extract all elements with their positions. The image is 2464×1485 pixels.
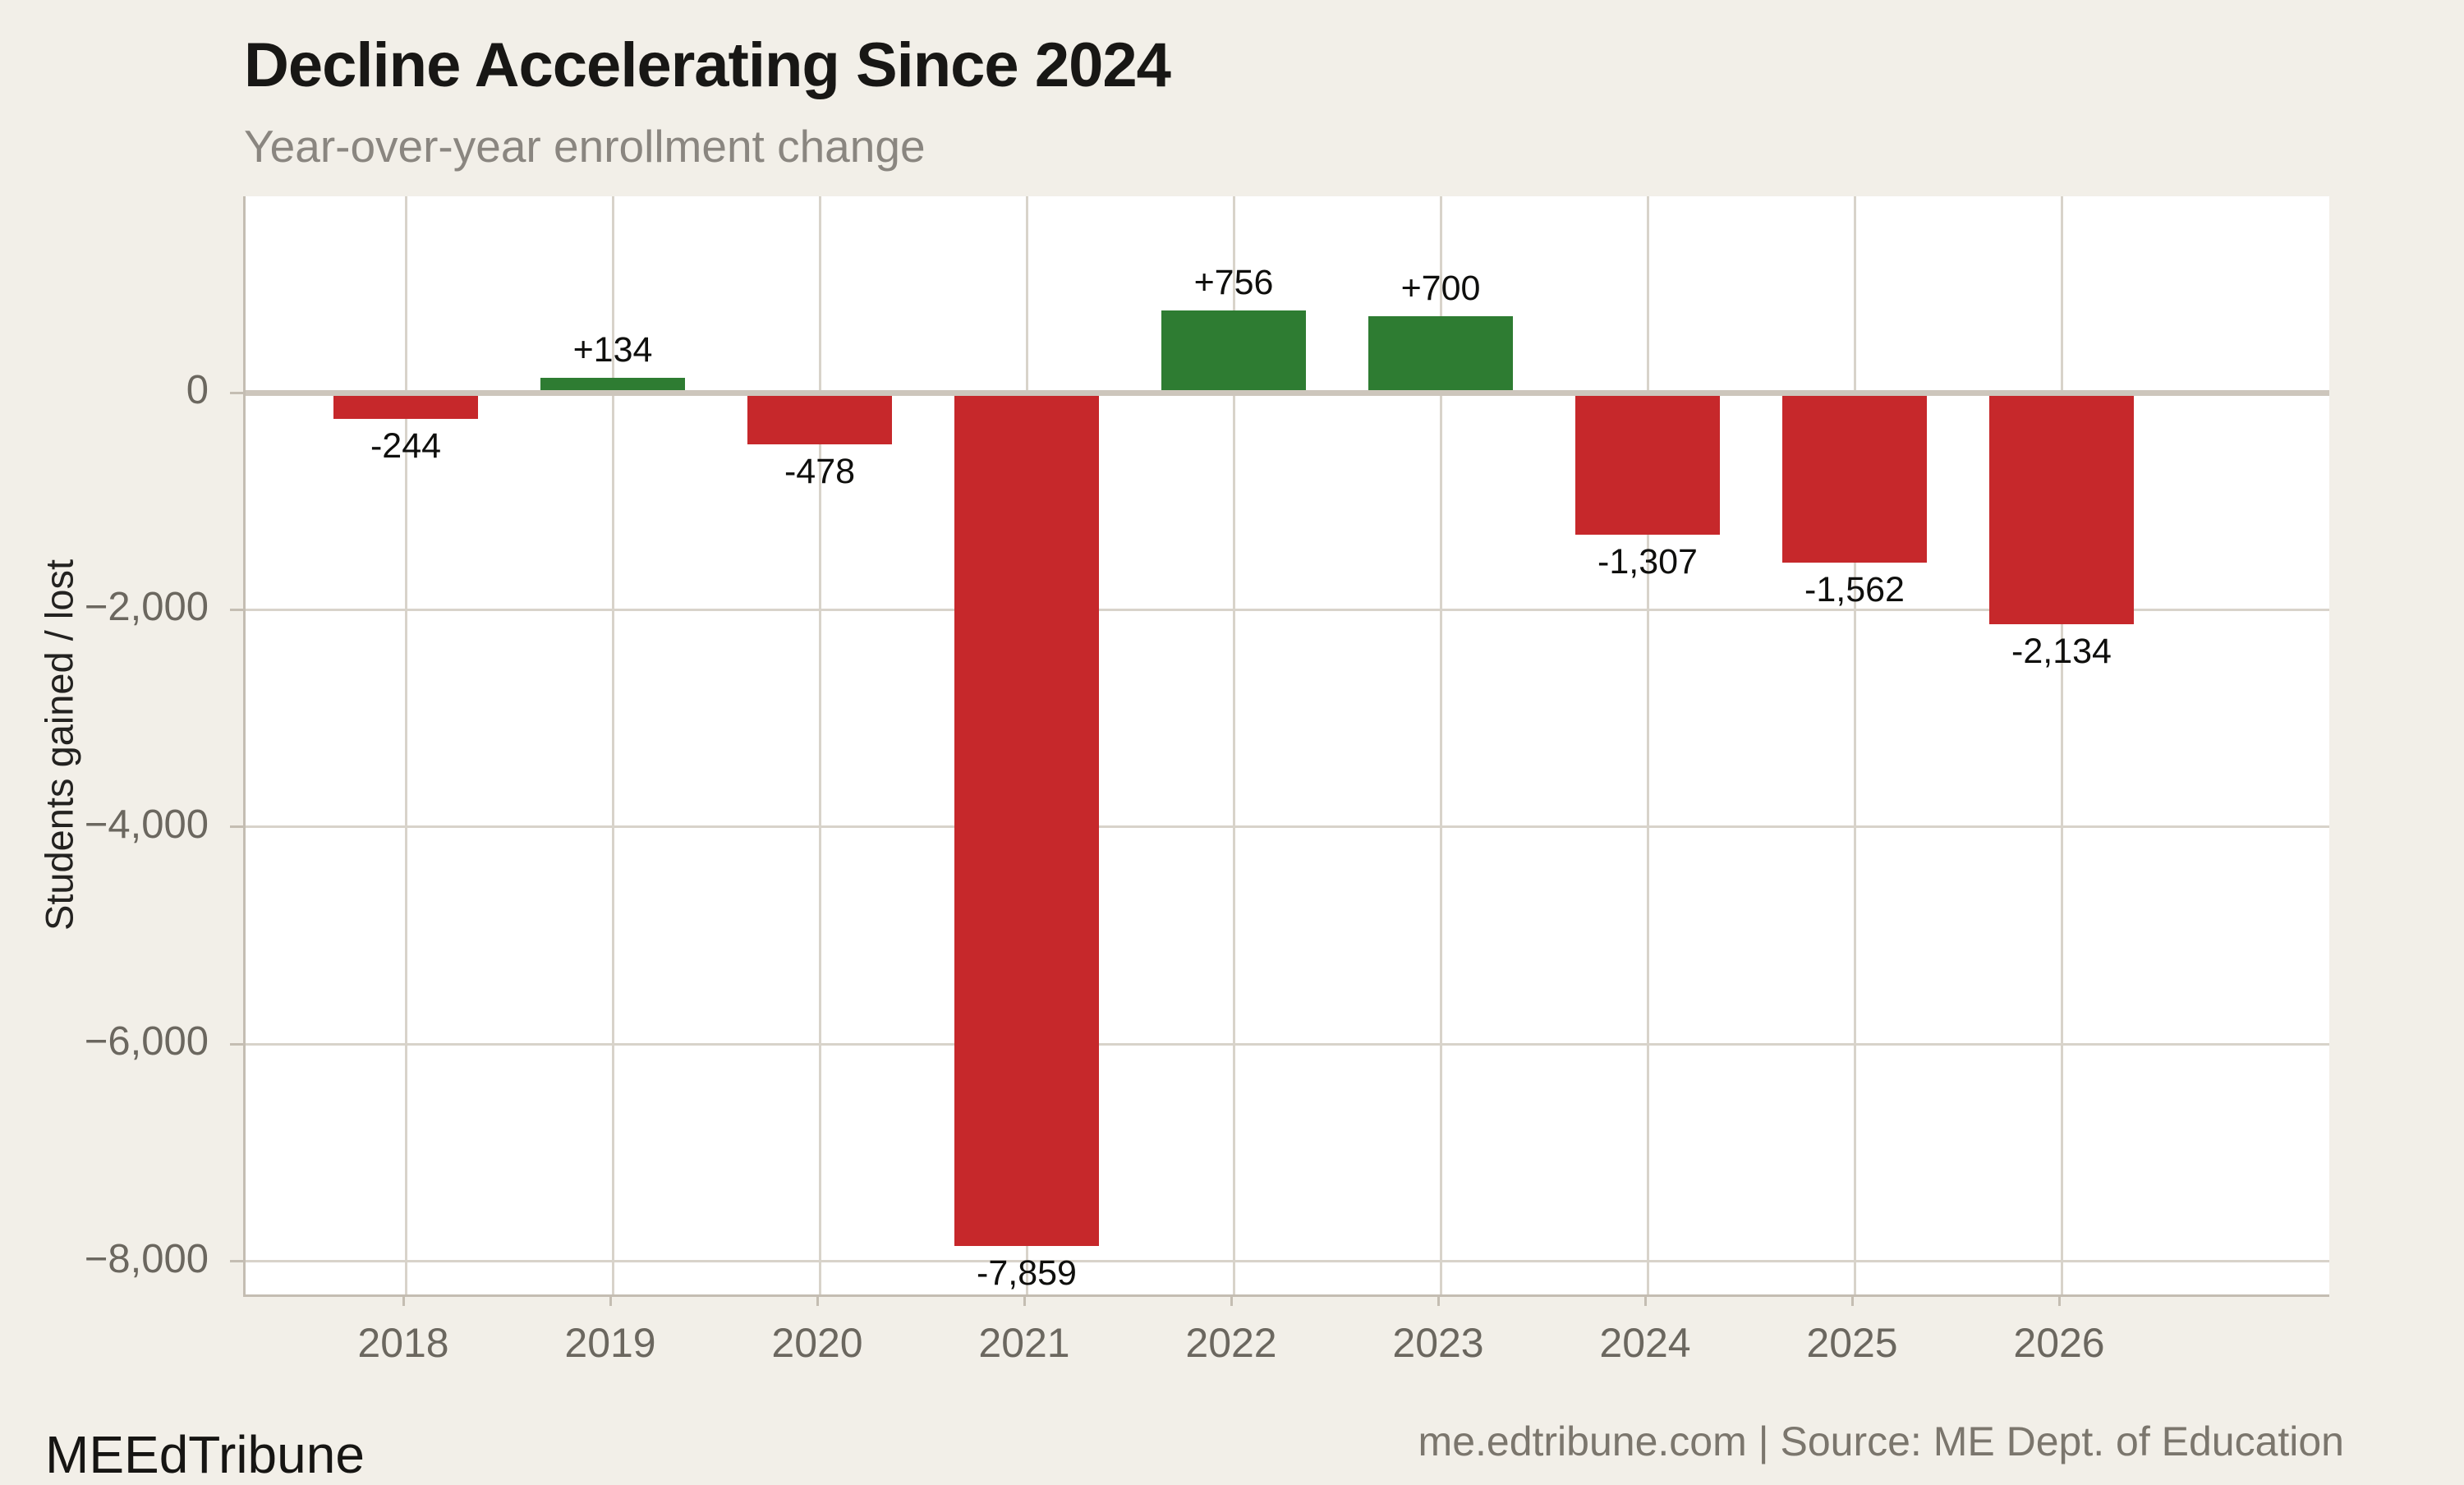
chart-subtitle: Year-over-year enrollment change [244, 121, 926, 172]
x-tick-label-2022: 2022 [1185, 1320, 1277, 1366]
plot-area: -244 +134 -478 -7,859 +756 +700 -1,307 -1,562 -2… [243, 196, 2329, 1297]
y-tick-label--2000: −2,000 [84, 585, 209, 630]
x-tick-mark-2019 [609, 1294, 612, 1306]
footer-brand: MEEdTribune [45, 1425, 365, 1484]
x-tick-label-2026: 2026 [2013, 1320, 2105, 1366]
x-tick-label-2019: 2019 [564, 1320, 656, 1366]
x-tick-mark-2021 [1023, 1294, 1026, 1306]
y-tick-label--6000: −6,000 [84, 1019, 209, 1064]
bar-2021 [954, 393, 1099, 1247]
x-tick-mark-2022 [1230, 1294, 1233, 1306]
x-tick-label-2020: 2020 [771, 1320, 863, 1366]
vertical-gridline-2025 [1853, 196, 1856, 1294]
x-tick-mark-2018 [402, 1294, 405, 1306]
vertical-gridline-2018 [404, 196, 407, 1294]
x-tick-mark-2026 [2057, 1294, 2061, 1306]
y-tick-label-0: 0 [186, 368, 209, 413]
horizontal-gridline--4000 [246, 825, 2329, 829]
vertical-gridline-2023 [1439, 196, 1442, 1294]
bar-2023 [1368, 316, 1513, 393]
bar-2025 [1782, 393, 1927, 563]
bar-value-label-2018: -244 [370, 426, 442, 467]
vertical-gridline-2022 [1232, 196, 1235, 1294]
x-tick-mark-2020 [816, 1294, 819, 1306]
bar-2024 [1575, 393, 1720, 535]
bar-2022 [1161, 310, 1306, 393]
vertical-gridline-2024 [1646, 196, 1649, 1294]
bar-2026 [1989, 393, 2134, 625]
horizontal-gridline--6000 [246, 1042, 2329, 1046]
bar-value-label-2019: +134 [572, 330, 653, 370]
bar-value-label-2025: -1,562 [1804, 569, 1905, 609]
y-tick-mark-0 [230, 391, 243, 394]
vertical-gridline-2020 [818, 196, 821, 1294]
bar-2019 [540, 378, 685, 393]
vertical-gridline-2019 [611, 196, 614, 1294]
y-tick-mark--8000 [230, 1260, 243, 1263]
bar-value-label-2023: +700 [1400, 269, 1481, 309]
vertical-gridline-2026 [2060, 196, 2063, 1294]
zero-baseline [246, 389, 2329, 396]
bar-value-label-2024: -1,307 [1597, 541, 1698, 582]
x-tick-mark-2024 [1643, 1294, 1647, 1306]
y-tick-mark--4000 [230, 825, 243, 829]
x-tick-label-2021: 2021 [978, 1320, 1070, 1366]
x-tick-label-2023: 2023 [1392, 1320, 1484, 1366]
y-tick-label--8000: −8,000 [84, 1236, 209, 1281]
bar-2020 [747, 393, 892, 445]
horizontal-gridline--8000 [246, 1260, 2329, 1263]
x-tick-label-2025: 2025 [1806, 1320, 1898, 1366]
bar-value-label-2020: -478 [784, 452, 856, 492]
y-tick-label--4000: −4,000 [84, 802, 209, 847]
x-tick-mark-2023 [1437, 1294, 1440, 1306]
bar-value-label-2022: +756 [1193, 263, 1274, 303]
bar-value-label-2021: -7,859 [977, 1253, 1077, 1294]
y-tick-mark--6000 [230, 1042, 243, 1046]
bar-2018 [333, 393, 478, 420]
x-tick-mark-2025 [1850, 1294, 1854, 1306]
x-tick-label-2018: 2018 [357, 1320, 449, 1366]
x-tick-label-2024: 2024 [1599, 1320, 1691, 1366]
horizontal-gridline--2000 [246, 608, 2329, 611]
y-tick-mark--2000 [230, 608, 243, 611]
footer-source-credit: me.edtribune.com | Source: ME Dept. of E… [1418, 1418, 2344, 1464]
chart-title: Decline Accelerating Since 2024 [244, 30, 1171, 100]
bar-value-label-2026: -2,134 [2011, 632, 2112, 672]
